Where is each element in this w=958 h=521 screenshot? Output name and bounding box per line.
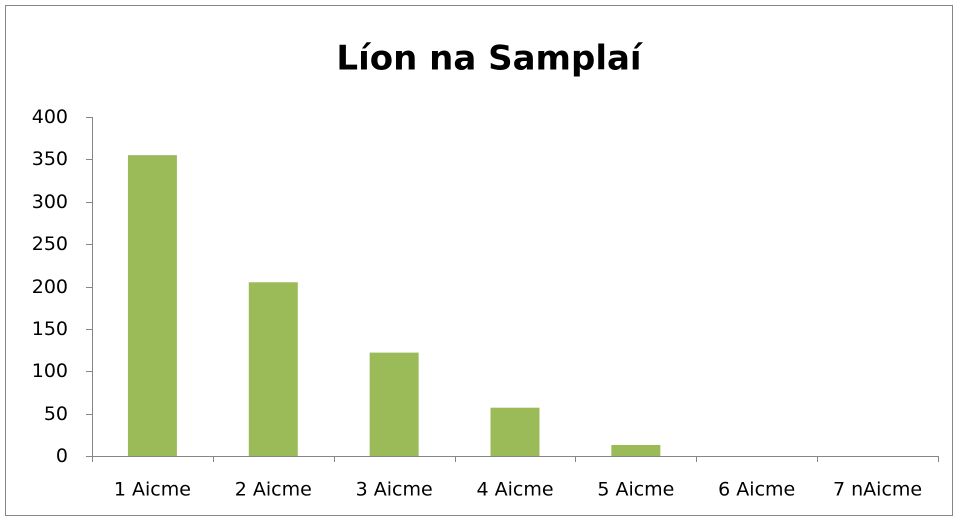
x-tick-label: 4 Aicme xyxy=(476,479,553,501)
x-tick-label: 5 Aicme xyxy=(597,479,674,501)
bar xyxy=(490,407,540,456)
y-tick-label: 300 xyxy=(32,191,68,213)
y-tick-label: 200 xyxy=(32,276,68,298)
bar xyxy=(248,282,298,456)
x-tick-label: 7 nAicme xyxy=(833,479,922,501)
y-tick-label: 350 xyxy=(32,148,68,170)
y-tick-label: 50 xyxy=(44,403,68,425)
bar xyxy=(369,352,419,456)
x-tick-label: 2 Aicme xyxy=(235,479,312,501)
y-tick-label: 100 xyxy=(32,360,68,382)
y-tick-label: 150 xyxy=(32,318,68,340)
chart-title: Líon na Samplaí xyxy=(336,39,643,79)
bar xyxy=(127,155,177,456)
y-tick-label: 400 xyxy=(32,106,68,128)
x-tick-label: 1 Aicme xyxy=(114,479,191,501)
y-tick-label: 0 xyxy=(56,445,68,467)
x-tick-label: 3 Aicme xyxy=(356,479,433,501)
bar xyxy=(611,444,661,456)
x-tick-label: 6 Aicme xyxy=(718,479,795,501)
y-tick-label: 250 xyxy=(32,233,68,255)
